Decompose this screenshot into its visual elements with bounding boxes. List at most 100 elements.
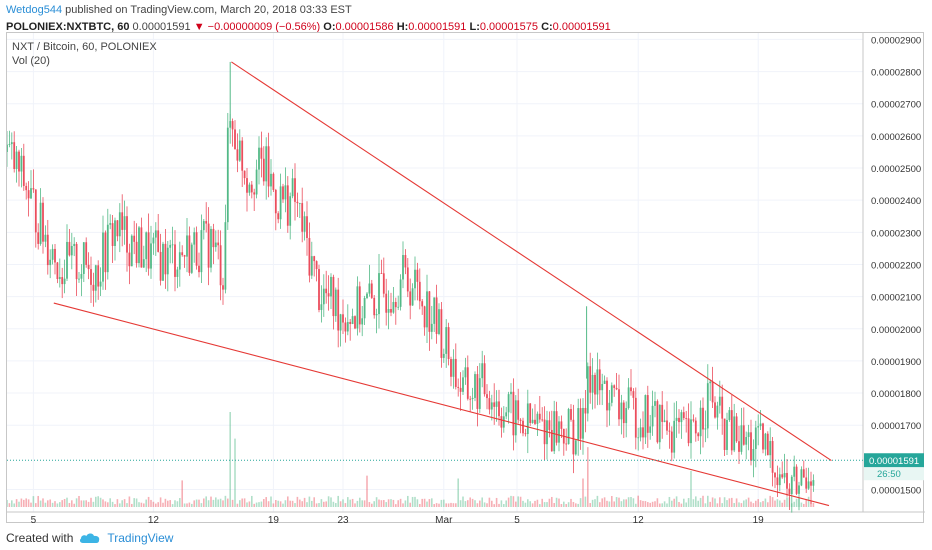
candle-body (42, 202, 44, 242)
volume-bar (747, 497, 750, 507)
volume-bar (49, 499, 51, 507)
candle-body (22, 155, 25, 186)
candle-body (570, 409, 572, 420)
candle-body (154, 230, 157, 238)
candle-body (603, 380, 606, 384)
candle-body (380, 273, 383, 274)
volume-bar (711, 497, 714, 507)
volume-bar (543, 502, 546, 507)
candle-body (145, 232, 148, 260)
candle-body (646, 395, 649, 433)
candle-body (793, 466, 796, 477)
y-tick-label: 0.00002800 (871, 68, 921, 79)
volume-bar (279, 501, 282, 507)
candle-body (661, 404, 664, 422)
candle-body (651, 405, 654, 427)
volume-bar (678, 502, 680, 507)
volume-bar (431, 498, 433, 507)
low-label: L: (469, 21, 480, 33)
candle-body (66, 241, 68, 279)
volume-bar (59, 502, 61, 507)
volume-bar (685, 502, 687, 507)
volume-bar (769, 495, 771, 507)
volume-bar (198, 499, 200, 507)
volume-bar (243, 498, 246, 507)
candle-body (579, 408, 582, 439)
candle-body (334, 289, 337, 317)
volume-bar (462, 496, 464, 507)
candle-body (414, 269, 416, 289)
candle-body (478, 378, 481, 409)
x-tick-label: 12 (148, 515, 160, 524)
volume-bar (95, 496, 97, 507)
volume-bar (349, 499, 351, 507)
candle-body (128, 252, 131, 267)
candle-body (20, 155, 23, 172)
candle-body (654, 401, 656, 406)
candle-body (279, 186, 282, 220)
volume-bar (443, 499, 445, 507)
volume-bar (738, 502, 740, 507)
candle-body (750, 432, 752, 461)
volume-bar (126, 503, 128, 507)
low-value: 0.00001575 (479, 21, 538, 33)
candle-body (728, 410, 731, 420)
candle-body (32, 188, 35, 190)
candle-body (190, 244, 193, 273)
volume-bar (171, 504, 174, 507)
y-tick-label: 0.00002000 (871, 325, 921, 336)
volume-bar (61, 500, 63, 507)
volume-bar (361, 500, 363, 507)
publish-line: Wetdog544 published on TradingView.com, … (6, 3, 926, 17)
candle-body (325, 288, 328, 294)
volume-bar (270, 496, 272, 507)
volume-bar (596, 495, 599, 507)
candle-body (68, 241, 71, 256)
chart-area[interactable]: 0.00002900 0.00002800 0.00002700 0.00002600… (6, 32, 925, 524)
volume-bar (131, 503, 133, 507)
volume-bar (762, 501, 764, 507)
volume-bar (411, 496, 414, 507)
tradingview-brand[interactable]: TradingView (107, 531, 174, 545)
candle-body (296, 201, 299, 204)
volume-bars (7, 412, 815, 507)
volume-bar (337, 495, 339, 507)
y-tick-label: 0.00002600 (871, 132, 921, 143)
volume-bar (594, 499, 596, 507)
candle-body (798, 485, 800, 494)
volume-bar (743, 500, 745, 507)
candle-body (428, 291, 431, 332)
volume-bar (716, 503, 719, 507)
author-link[interactable]: Wetdog544 (6, 4, 63, 16)
volume-bar (428, 499, 431, 507)
candle-body (313, 256, 316, 262)
volume-bar (659, 503, 661, 507)
volume-bar (397, 500, 399, 507)
price-chart[interactable]: 0.00002900 0.00002800 0.00002700 0.00002600… (7, 33, 925, 524)
volume-bar (522, 500, 524, 507)
candle-body (606, 380, 608, 411)
candle-body (34, 189, 37, 233)
candle-body (402, 255, 404, 280)
volume-bar (162, 502, 164, 507)
candle-body (459, 387, 462, 392)
candle-body (102, 232, 104, 282)
x-tick-label: 19 (753, 515, 765, 524)
volume-bar (719, 497, 721, 507)
candle-body (639, 427, 642, 438)
candle-body (378, 273, 380, 315)
volume-bar (253, 503, 255, 507)
plot-background (7, 33, 863, 512)
candle-body (452, 358, 455, 377)
volume-bar (479, 500, 481, 507)
candle-body (207, 223, 210, 268)
upper-trendline (231, 61, 832, 462)
volume-bar (740, 503, 743, 507)
y-tick-label: 0.00001500 (871, 485, 921, 496)
candle-body (121, 212, 124, 230)
volume-bar (812, 502, 815, 507)
candle-body (678, 417, 680, 423)
candle-body (150, 243, 152, 269)
candle-body (27, 190, 30, 199)
candle-body (75, 243, 78, 280)
